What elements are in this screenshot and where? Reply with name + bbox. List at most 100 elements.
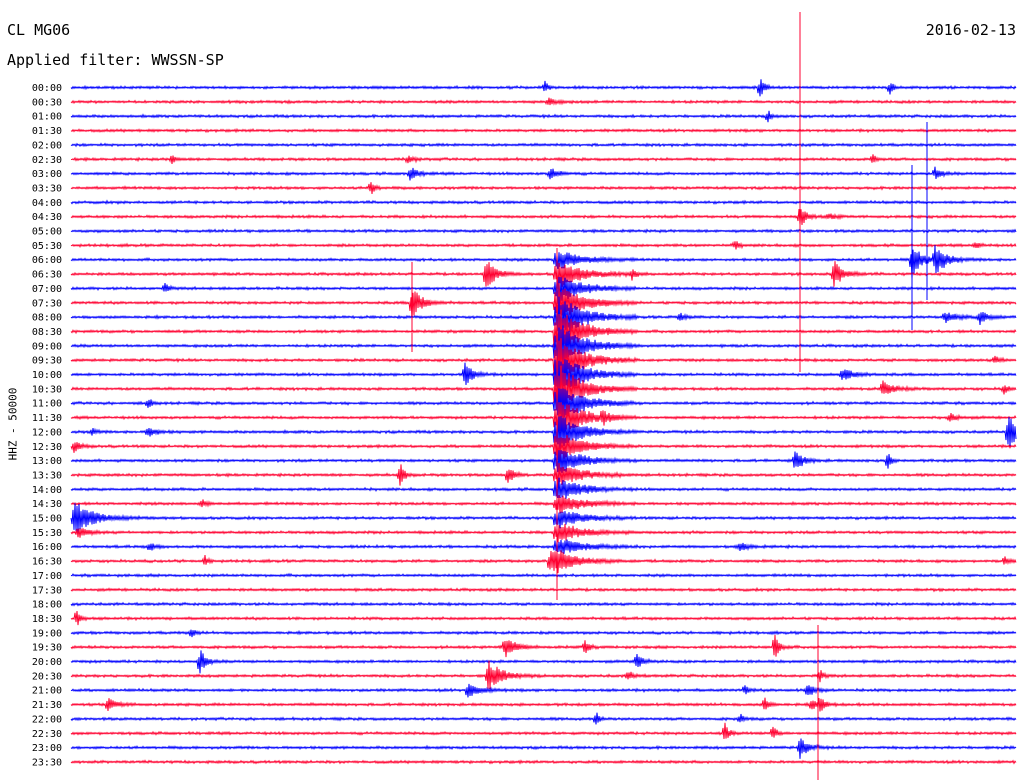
- time-tick-label: 07:00: [32, 284, 62, 295]
- time-tick-label: 08:30: [32, 327, 62, 338]
- time-tick-label: 14:30: [32, 499, 62, 510]
- station-label: CL MG06: [7, 21, 71, 39]
- time-tick-label: 18:30: [32, 614, 62, 625]
- time-tick-label: 15:00: [32, 514, 62, 525]
- trace-row: [70, 402, 1017, 435]
- trace-row: [70, 127, 1017, 134]
- trace-row: [70, 601, 1017, 607]
- trace-row: [70, 722, 1017, 739]
- time-tick-label: 17:00: [32, 571, 62, 582]
- trace-row: [70, 634, 1017, 658]
- trace-row: [70, 539, 1017, 554]
- time-tick-label: 22:00: [32, 714, 62, 725]
- time-tick-label: 13:30: [32, 470, 62, 481]
- date-label: 2016-02-13: [925, 21, 1016, 39]
- trace-row: [70, 738, 1017, 759]
- time-tick-label: 10:30: [32, 384, 62, 395]
- time-tick-label: 20:30: [32, 671, 62, 682]
- time-tick-label: 00:30: [32, 97, 62, 108]
- trace-row: [70, 610, 1017, 626]
- time-tick-label: 21:00: [32, 686, 62, 697]
- time-tick-label: 11:00: [32, 399, 62, 410]
- trace-row: [70, 477, 1017, 499]
- trace-row: [70, 650, 1017, 674]
- time-tick-label: 01:00: [32, 112, 62, 123]
- time-tick-label: 16:00: [32, 542, 62, 553]
- time-tick-label: 16:30: [32, 557, 62, 568]
- time-tick-label: 12:00: [32, 427, 62, 438]
- time-tick-label: 06:30: [32, 270, 62, 281]
- trace-row: [70, 245, 1017, 279]
- trace-row: [70, 110, 1017, 123]
- trace-row: [70, 660, 1017, 690]
- trace-row: [70, 759, 1017, 765]
- trace-row: [70, 683, 1017, 698]
- trace-row: [70, 462, 1017, 488]
- trace-row: [70, 365, 1017, 407]
- trace-row: [70, 309, 1017, 353]
- time-tick-label: 04:00: [32, 198, 62, 209]
- trace-row: [70, 388, 1017, 418]
- time-tick-label: 06:00: [32, 255, 62, 266]
- trace-row: [70, 154, 1017, 164]
- trace-row: [70, 241, 1017, 250]
- time-tick-label: 15:30: [32, 528, 62, 539]
- time-tick-label: 02:00: [32, 140, 62, 151]
- time-tick-label: 11:30: [32, 413, 62, 424]
- time-tick-label: 13:00: [32, 456, 62, 467]
- filter-label: Applied filter: WWSSN-SP: [7, 51, 224, 69]
- trace-row: [70, 697, 1017, 712]
- time-tick-label: 08:00: [32, 313, 62, 324]
- trace-row: [70, 166, 1017, 181]
- trace-row: [70, 586, 1017, 593]
- trace-row: [70, 97, 1017, 106]
- time-tick-label: 10:00: [32, 370, 62, 381]
- trace-row: [70, 572, 1017, 578]
- time-tick-label: 03:00: [32, 169, 62, 180]
- trace-row: [70, 276, 1017, 304]
- trace-row: [70, 209, 1017, 226]
- trace-row: [70, 283, 1017, 321]
- trace-row: [70, 79, 1017, 97]
- trace-row: [70, 199, 1017, 206]
- time-tick-label: 07:30: [32, 298, 62, 309]
- time-tick-label: 03:30: [32, 183, 62, 194]
- time-tick-label: 19:00: [32, 628, 62, 639]
- trace-row: [70, 503, 1017, 533]
- trace-row: [70, 450, 1017, 473]
- trace-row: [70, 550, 1017, 574]
- time-tick-label: 19:30: [32, 643, 62, 654]
- time-tick-label: 14:00: [32, 485, 62, 496]
- time-tick-label: 00:00: [32, 83, 62, 94]
- time-tick-label: 23:30: [32, 757, 62, 768]
- time-tick-label: 21:30: [32, 700, 62, 711]
- trace-row: [70, 434, 1017, 461]
- time-tick-label: 18:00: [32, 600, 62, 611]
- trace-row: [70, 523, 1017, 543]
- time-tick-label: 20:00: [32, 657, 62, 668]
- time-tick-label: 22:30: [32, 729, 62, 740]
- trace-row: [70, 359, 1017, 397]
- trace-row: [70, 325, 1017, 370]
- trace-row: [70, 261, 1017, 289]
- trace-row: [70, 182, 1017, 194]
- trace-row: [70, 495, 1017, 514]
- time-tick-label: 01:30: [32, 126, 62, 137]
- trace-row: [70, 142, 1017, 148]
- time-tick-label: 17:30: [32, 585, 62, 596]
- trace-row: [70, 228, 1017, 234]
- time-tick-label: 04:30: [32, 212, 62, 223]
- trace-row: [70, 712, 1017, 725]
- time-tick-label: 09:30: [32, 356, 62, 367]
- time-tick-label: 23:00: [32, 743, 62, 754]
- trace-row: [70, 416, 1017, 450]
- trace-row: [70, 296, 1017, 336]
- trace-row: [70, 629, 1017, 638]
- trace-row: [70, 338, 1017, 382]
- time-tick-label: 02:30: [32, 155, 62, 166]
- time-tick-label: 09:00: [32, 341, 62, 352]
- time-tick-label: 12:30: [32, 442, 62, 453]
- time-tick-label: 05:30: [32, 241, 62, 252]
